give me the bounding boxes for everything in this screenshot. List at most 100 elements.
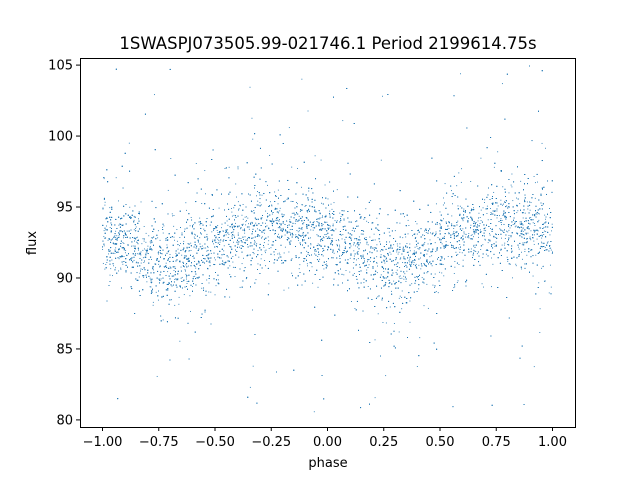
data-point (185, 273, 187, 275)
data-point (479, 217, 481, 218)
data-point (335, 239, 337, 241)
data-point (233, 214, 235, 216)
data-point (223, 250, 225, 252)
data-point (541, 234, 543, 236)
data-point (243, 241, 245, 243)
data-point (358, 242, 360, 244)
data-point (132, 245, 134, 247)
data-point (242, 203, 244, 205)
data-point (263, 246, 265, 248)
data-point (231, 211, 233, 213)
data-point (265, 265, 267, 267)
data-point (427, 307, 429, 309)
data-point (162, 319, 164, 321)
data-point (538, 219, 540, 221)
data-point (258, 235, 260, 237)
data-point (521, 212, 523, 214)
data-point (253, 253, 255, 255)
data-point (174, 304, 176, 306)
data-point (248, 226, 250, 228)
data-point (461, 168, 463, 170)
data-point (271, 204, 273, 206)
data-point (453, 287, 455, 289)
data-point (240, 205, 241, 207)
data-point (225, 234, 227, 236)
data-point (339, 246, 341, 248)
data-point (286, 220, 288, 222)
data-point (143, 226, 145, 227)
data-point (377, 296, 379, 298)
data-point (345, 252, 347, 254)
data-point (418, 288, 420, 290)
data-point (431, 265, 433, 267)
data-point (273, 254, 275, 256)
data-point (434, 273, 436, 275)
data-point (465, 236, 467, 238)
data-point (339, 244, 340, 246)
data-point (439, 211, 441, 213)
data-point (521, 268, 523, 270)
data-point (245, 224, 247, 226)
data-point (224, 234, 226, 236)
data-point (453, 273, 455, 274)
data-point (324, 184, 326, 186)
data-point (268, 240, 270, 242)
data-point (279, 254, 281, 256)
data-point (455, 251, 457, 253)
data-point (416, 267, 418, 269)
data-point (514, 226, 516, 228)
data-point (188, 250, 190, 252)
data-point (393, 244, 395, 246)
data-point (133, 215, 135, 217)
data-point (304, 205, 306, 207)
data-point (244, 232, 246, 234)
data-point (264, 250, 266, 252)
data-point (522, 230, 524, 232)
data-point (413, 262, 415, 264)
data-point (201, 287, 203, 289)
data-point (303, 231, 305, 233)
data-point (534, 225, 536, 227)
data-point (321, 217, 323, 219)
data-point (353, 273, 355, 274)
data-point (501, 83, 503, 85)
data-point (335, 228, 337, 230)
data-point (205, 247, 207, 249)
data-point (142, 249, 144, 251)
data-point (271, 220, 273, 222)
data-point (115, 247, 117, 249)
data-point (399, 275, 401, 277)
data-point (380, 159, 382, 161)
data-point (178, 303, 180, 305)
data-point (133, 229, 135, 231)
data-point (175, 252, 177, 254)
data-point (357, 258, 359, 260)
data-point (369, 236, 371, 238)
data-point (279, 223, 281, 225)
data-point (217, 225, 219, 226)
data-point (187, 243, 189, 245)
data-point (150, 242, 152, 244)
data-point (235, 222, 236, 224)
data-point (104, 201, 106, 203)
data-point (283, 252, 285, 254)
data-point (256, 243, 258, 245)
data-point (199, 217, 201, 219)
data-point (269, 154, 271, 156)
data-point (267, 236, 269, 238)
data-point (140, 262, 142, 264)
data-point (238, 256, 240, 258)
data-point (341, 238, 343, 240)
data-point (452, 232, 454, 234)
data-point (324, 222, 326, 224)
data-point (473, 207, 475, 209)
data-point (116, 252, 117, 253)
data-point (406, 243, 408, 244)
data-point (228, 233, 230, 235)
data-point (126, 230, 128, 232)
data-point (163, 258, 164, 260)
data-point (186, 281, 188, 282)
data-point (245, 216, 247, 218)
data-point (334, 220, 336, 222)
data-point (268, 283, 270, 285)
